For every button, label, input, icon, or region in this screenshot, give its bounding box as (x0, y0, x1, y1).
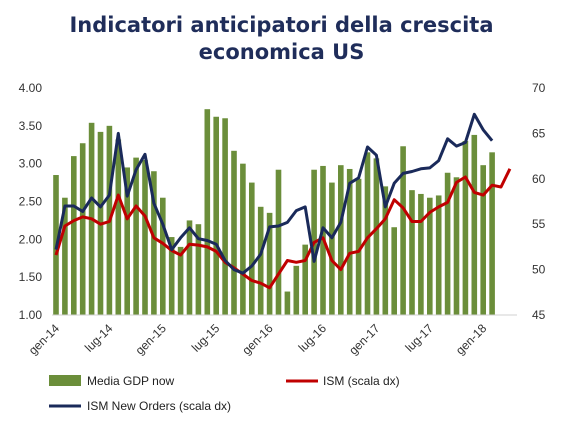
y-right-tick-label: 65 (532, 126, 546, 140)
bar-gdp-now (124, 167, 130, 315)
legend-item-ism: ISM (scala dx) (286, 374, 400, 388)
bar-gdp-now (444, 172, 451, 315)
bar-gdp-now (142, 159, 148, 315)
bar-gdp-now (364, 152, 371, 315)
bar-gdp-now (222, 118, 228, 316)
bar-gdp-now (302, 244, 308, 315)
bar-gdp-now (240, 163, 246, 315)
bar-gdp-now (418, 193, 424, 315)
bar-gdp-now (151, 171, 157, 315)
legend: Media GDP now ISM (scala dx) ISM New Ord… (49, 374, 400, 413)
bar-gdp-now (62, 197, 68, 315)
bar-gdp-now (71, 156, 77, 315)
y-right-tick-label: 50 (532, 263, 546, 277)
bar-gdp-now (177, 246, 184, 315)
y-left-tick-label: 3.50 (19, 119, 43, 133)
plot-area: 1.00 1.50 2.00 2.50 3.00 3.50 4.00 45 50 55 60 65 7… (19, 81, 546, 358)
bar-gdp-now (355, 178, 362, 315)
bar-gdp-now (373, 158, 380, 315)
x-axis: gen-14 lug-14 gen-15 lug-15 gen-16 lug-16 gen-… (26, 321, 490, 358)
x-tick-label: lug-15 (189, 321, 223, 355)
y-right-tick-label: 70 (532, 81, 546, 95)
bar-gdp-now (186, 220, 193, 315)
y-right-tick-label: 55 (532, 217, 546, 231)
y-right-tick-label: 60 (532, 172, 546, 186)
bar-gdp-now (284, 291, 291, 315)
bar-gdp-now (382, 186, 389, 315)
bar-gdp-now (480, 165, 486, 315)
legend-label-ism: ISM (scala dx) (323, 374, 400, 388)
x-tick-label: gen-17 (346, 321, 383, 358)
bar-gdp-now (79, 143, 86, 315)
line-series-ism (54, 168, 512, 290)
line-series-ism-new-orders (54, 112, 494, 275)
legend-label-ism-new-orders: ISM New Orders (scala dx) (87, 399, 231, 413)
x-tick-label: lug-16 (296, 321, 330, 355)
bar-gdp-now (427, 197, 433, 315)
legend-item-ism-new-orders: ISM New Orders (scala dx) (49, 399, 231, 413)
bar-gdp-now (346, 168, 353, 315)
bar-gdp-now (115, 139, 122, 315)
bar-gdp-now (168, 237, 175, 315)
bar-gdp-now (435, 195, 442, 315)
bar-gdp-now (489, 152, 495, 315)
legend-swatch-gdp-now (49, 375, 81, 386)
bar-gdp-now (338, 165, 344, 315)
x-tick-label: gen-15 (133, 321, 170, 358)
bar-gdp-now (391, 227, 397, 315)
bar-gdp-now (409, 190, 415, 315)
x-tick-label: lug-17 (402, 321, 436, 355)
bar-gdp-now (453, 177, 460, 315)
bar-gdp-now (213, 116, 219, 316)
bar-gdp-now (400, 146, 406, 315)
bar-gdp-now (195, 224, 202, 315)
y-left-tick-label: 1.00 (19, 308, 43, 322)
chart-title-line-1: Indicatori anticipatori della crescita (69, 13, 493, 37)
bar-gdp-now (257, 206, 264, 315)
bar-gdp-now (231, 150, 237, 315)
x-tick-label: gen-14 (26, 321, 63, 358)
bar-gdp-now (133, 157, 139, 315)
bar-gdp-now (204, 109, 211, 315)
y-left-tick-label: 3.00 (19, 157, 43, 171)
x-tick-label: gen-18 (453, 321, 490, 358)
y-axis-left: 1.00 1.50 2.00 2.50 3.00 3.50 4.00 (19, 81, 43, 322)
bar-gdp-now (293, 265, 300, 315)
legend-item-gdp-now: Media GDP now (49, 374, 174, 388)
y-left-tick-label: 2.50 (19, 195, 43, 209)
y-left-tick-label: 2.00 (19, 232, 43, 246)
y-left-tick-label: 4.00 (19, 81, 43, 95)
bar-gdp-now (462, 140, 469, 315)
x-tick-label: lug-14 (82, 321, 116, 355)
x-tick-label: gen-16 (239, 321, 276, 358)
y-axis-right: 45 50 55 60 65 70 (532, 81, 546, 322)
bar-gdp-now (160, 197, 166, 315)
chart-title-line-2: economica US (199, 40, 365, 64)
bar-gdp-now (275, 169, 282, 315)
y-right-tick-label: 45 (532, 308, 546, 322)
y-left-tick-label: 1.50 (19, 270, 43, 284)
bar-gdp-now (266, 212, 273, 315)
bar-gdp-now (471, 134, 478, 315)
bar-gdp-now (249, 182, 255, 315)
bar-gdp-now (329, 182, 335, 315)
legend-label-gdp-now: Media GDP now (87, 374, 174, 388)
